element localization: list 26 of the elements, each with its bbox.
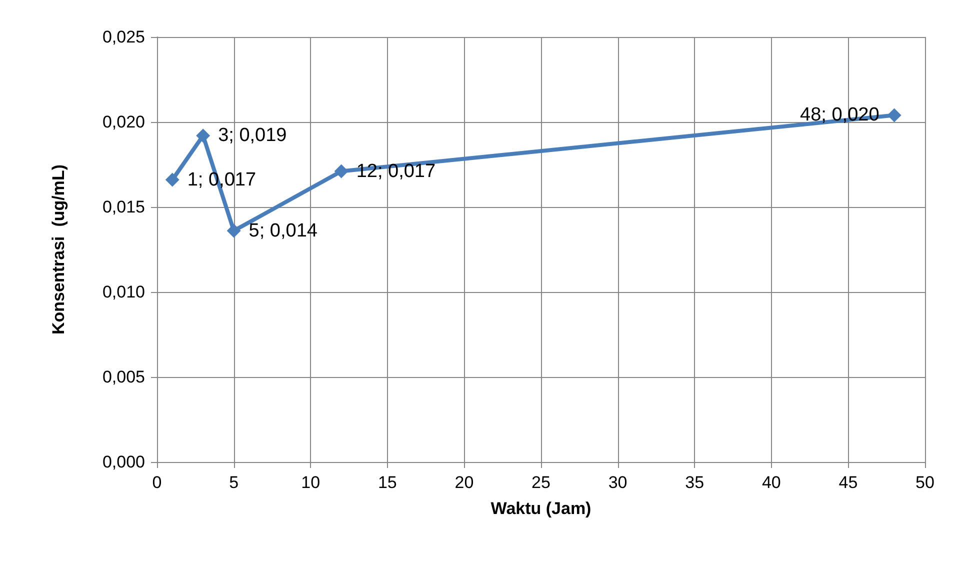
x-tick-label: 0 xyxy=(152,473,162,492)
y-tick-label: 0,000 xyxy=(102,452,145,472)
x-axis-title: Waktu (Jam) xyxy=(490,499,592,518)
y-tick-label: 0,020 xyxy=(102,112,145,132)
point xyxy=(334,164,348,178)
point xyxy=(887,108,902,122)
point xyxy=(196,128,210,143)
x-tick-label: 20 xyxy=(454,473,474,492)
x-tick-label: 35 xyxy=(685,473,704,492)
point xyxy=(165,172,180,187)
x-tick-label: 10 xyxy=(301,473,320,492)
x-tick-label: 50 xyxy=(916,473,934,492)
data-label: 5; 0,014 xyxy=(248,220,318,242)
y-tick-label: 0,010 xyxy=(102,282,145,302)
y-tick-label: 0,025 xyxy=(102,28,145,46)
x-tick-label: 5 xyxy=(229,473,239,492)
point xyxy=(226,224,241,238)
x-tick-label: 25 xyxy=(532,473,550,492)
y-tick-label: 0,015 xyxy=(102,198,145,216)
x-tick-label: 15 xyxy=(378,473,397,492)
y-axis-title: Konsentrasi (ug/mL) xyxy=(49,164,68,335)
data-label: 3; 0,019 xyxy=(218,125,287,146)
x-tick-label: 30 xyxy=(608,473,628,492)
y-tick-label: 0,005 xyxy=(102,368,145,386)
x-tick-label: 40 xyxy=(762,473,781,492)
x-tick-label: 45 xyxy=(838,473,858,492)
